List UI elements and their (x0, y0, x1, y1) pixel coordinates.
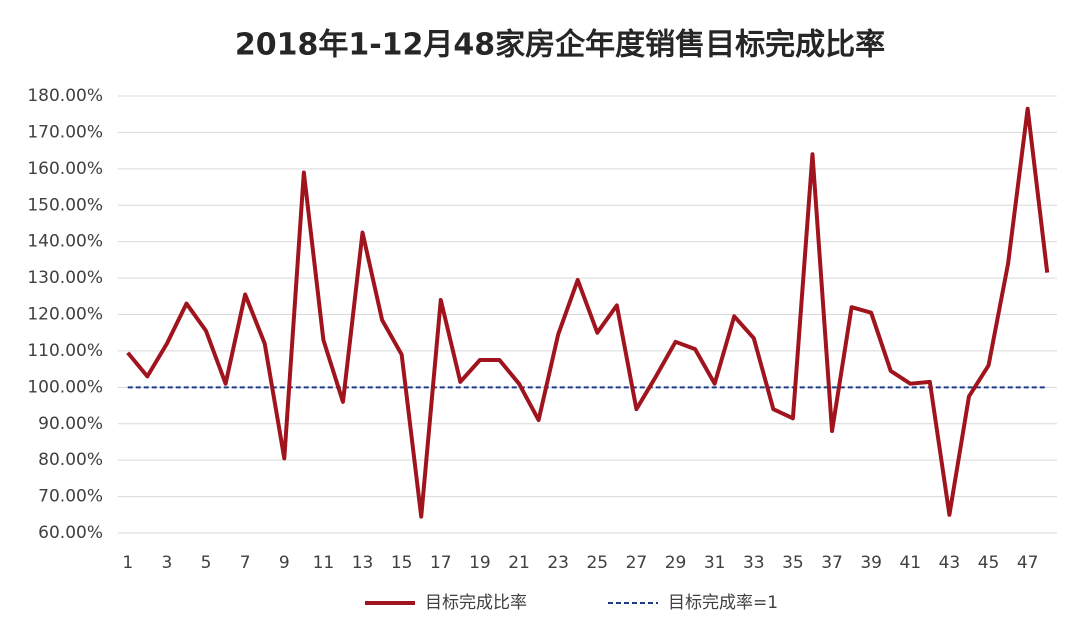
x-tick-label: 43 (939, 553, 961, 573)
x-tick-label: 33 (743, 553, 765, 573)
chart-title: 2018年1-12月48家房企年度销售目标完成比率 (235, 28, 885, 63)
x-tick-label: 29 (665, 553, 687, 573)
y-tick-label: 120.00% (27, 305, 103, 325)
y-tick-label: 150.00% (27, 195, 103, 215)
x-tick-label: 37 (821, 553, 843, 573)
y-tick-label: 170.00% (27, 122, 103, 142)
x-tick-label: 45 (978, 553, 1000, 573)
x-tick-label: 23 (547, 553, 569, 573)
x-tick-label: 9 (279, 553, 290, 573)
y-tick-label: 130.00% (27, 268, 103, 288)
x-tick-label: 7 (240, 553, 251, 573)
x-tick-label: 19 (469, 553, 491, 573)
x-tick-label: 3 (161, 553, 172, 573)
y-tick-label: 100.00% (27, 377, 103, 397)
x-tick-label: 1 (122, 553, 133, 573)
legend-label: 目标完成率=1 (668, 593, 778, 613)
x-tick-label: 15 (391, 553, 413, 573)
x-tick-label: 17 (430, 553, 452, 573)
y-tick-label: 80.00% (38, 450, 103, 470)
x-tick-label: 21 (508, 553, 530, 573)
x-tick-label: 47 (1017, 553, 1039, 573)
x-tick-label: 41 (899, 553, 921, 573)
y-tick-label: 160.00% (27, 159, 103, 179)
y-tick-label: 90.00% (38, 414, 103, 434)
y-tick-label: 60.00% (38, 523, 103, 543)
y-tick-label: 110.00% (27, 341, 103, 361)
x-tick-label: 35 (782, 553, 804, 573)
x-tick-label: 13 (352, 553, 374, 573)
y-tick-label: 140.00% (27, 232, 103, 252)
legend-label: 目标完成比率 (425, 593, 527, 613)
y-tick-label: 70.00% (38, 487, 103, 507)
x-tick-label: 11 (313, 553, 335, 573)
y-tick-label: 180.00% (27, 86, 103, 106)
x-tick-label: 39 (860, 553, 882, 573)
x-tick-label: 5 (201, 553, 212, 573)
x-tick-label: 25 (586, 553, 608, 573)
series-line (126, 106, 1050, 519)
x-tick-label: 31 (704, 553, 726, 573)
x-tick-label: 27 (626, 553, 648, 573)
